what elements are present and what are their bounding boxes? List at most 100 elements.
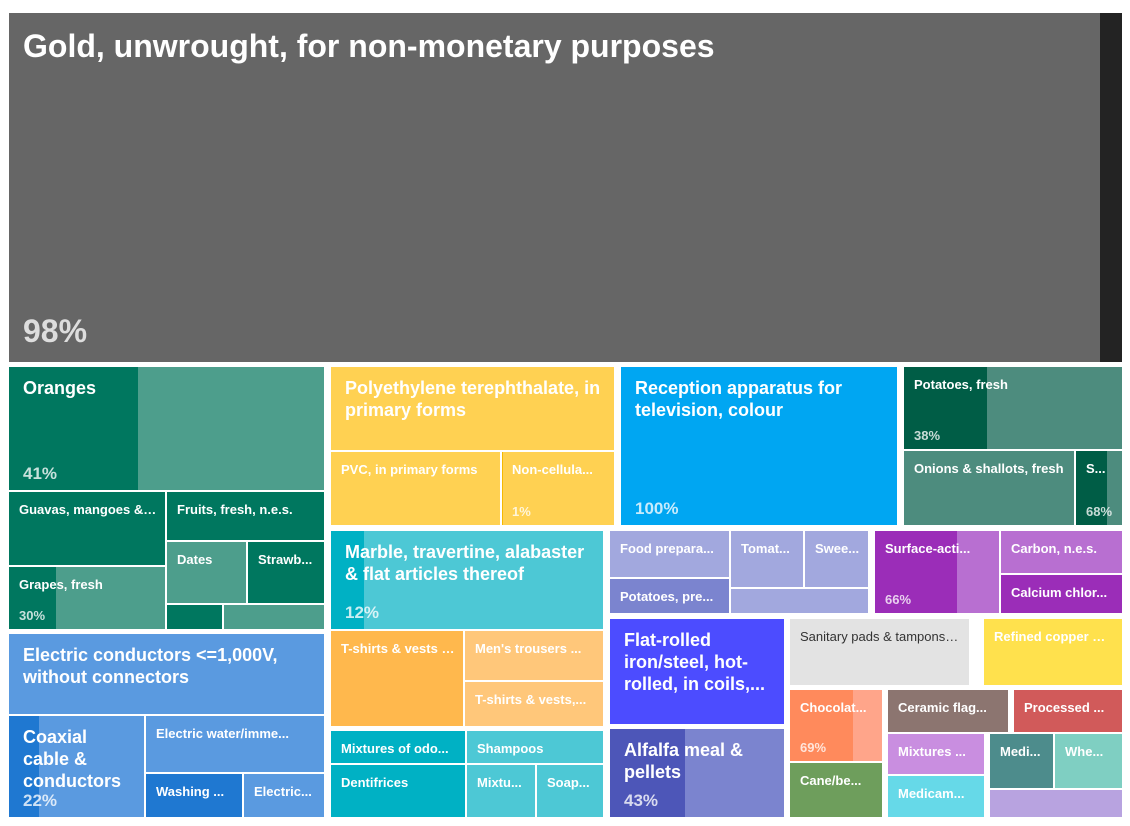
treemap-tile-fruit-small2[interactable]	[223, 604, 325, 630]
tile-share-fill	[610, 729, 685, 817]
treemap-tile-tomat[interactable]: Tomat...	[730, 530, 804, 588]
tile-label: Reception apparatus for television, colo…	[635, 378, 843, 420]
treemap-tile-potatoes-pre[interactable]: Potatoes, pre...	[609, 578, 730, 614]
treemap-tile-carbon[interactable]: Carbon, n.e.s.	[1000, 530, 1123, 574]
tile-label: Refined copper wire, >6mm	[994, 629, 1114, 644]
treemap-tile-cane[interactable]: Cane/be...	[789, 762, 883, 818]
tile-label: Dates	[177, 552, 213, 567]
tile-share-fill	[904, 367, 987, 449]
tile-share-fill	[875, 531, 957, 613]
treemap-tile-noncell[interactable]: Non-cellula... 1%	[501, 451, 615, 526]
tile-share-fill	[9, 567, 56, 629]
treemap-tile-surface[interactable]: Surface-acti... 66%	[874, 530, 1000, 614]
treemap-tile-dentifrices[interactable]: Dentifrices	[330, 764, 466, 818]
tile-percent: 66%	[885, 592, 912, 607]
treemap-tile-oranges[interactable]: Oranges 41%	[8, 366, 325, 491]
tile-label: Electric...	[254, 784, 312, 799]
treemap-tile-calcium[interactable]: Calcium chlor...	[1000, 574, 1123, 614]
tile-label: Mixtu...	[477, 775, 522, 790]
treemap-tile-reception[interactable]: Reception apparatus for television, colo…	[620, 366, 898, 526]
tile-label: Gold, unwrought, for non-monetary purpos…	[23, 28, 715, 64]
treemap-tile-pvc[interactable]: PVC, in primary forms	[330, 451, 501, 526]
treemap-tile-fruit-small[interactable]	[166, 604, 223, 630]
treemap-tile-potatoes[interactable]: Potatoes, fresh 38%	[903, 366, 1123, 450]
treemap-tile-pet[interactable]: Polyethylene terephthalate, in primary f…	[330, 366, 615, 451]
tile-label: Alfalfa meal & pellets	[624, 740, 744, 782]
tile-label: Tomat...	[741, 541, 790, 556]
treemap-tile-s-small[interactable]: S... 68%	[1075, 450, 1123, 526]
treemap-tile-onions[interactable]: Onions & shallots, fresh	[903, 450, 1075, 526]
tile-label: T-shirts & vests,...	[475, 692, 587, 707]
treemap-tile-soap[interactable]: Soap...	[536, 764, 604, 818]
tile-label: Men's trousers ...	[475, 641, 582, 656]
treemap-tile-tshirts2[interactable]: T-shirts & vests,...	[464, 681, 604, 727]
treemap-tile-elec-cond[interactable]: Electric conductors <=1,000V, without co…	[8, 633, 325, 715]
treemap-tile-mens[interactable]: Men's trousers ...	[464, 630, 604, 681]
tile-label: Medicam...	[898, 786, 965, 801]
tile-label: Oranges	[23, 378, 97, 398]
treemap-tile-medicam[interactable]: Medicam...	[887, 775, 985, 818]
treemap-tile-strawb[interactable]: Strawb...	[247, 541, 325, 604]
tile-label: Shampoos	[477, 741, 544, 756]
treemap-tile-swee[interactable]: Swee...	[804, 530, 869, 588]
tile-label: Carbon, n.e.s.	[1011, 541, 1097, 556]
tile-label: Cane/be...	[800, 773, 862, 788]
tile-label: Strawb...	[258, 552, 313, 567]
tile-label: Swee...	[815, 541, 860, 556]
tile-label: Marble, travertine, alabaster & flat art…	[345, 542, 585, 584]
treemap-tile-fruits[interactable]: Fruits, fresh, n.e.s.	[166, 491, 325, 541]
treemap-tile-gold[interactable]: Gold, unwrought, for non-monetary purpos…	[8, 12, 1123, 363]
treemap-tile-electric2[interactable]: Electric...	[243, 773, 325, 818]
treemap-tile-elec-water[interactable]: Electric water/imme...	[145, 715, 325, 773]
treemap-tile-mixtures2[interactable]: Mixtures ...	[887, 733, 985, 775]
tile-label: Electric conductors <=1,000V, without co…	[23, 645, 278, 687]
tile-label: Fruits, fresh, n.e.s.	[177, 502, 293, 517]
tile-label: Surface-acti...	[885, 541, 971, 556]
treemap-tile-whe[interactable]: Whe...	[1054, 733, 1123, 789]
treemap-tile-processed[interactable]: Processed ...	[1013, 689, 1123, 733]
treemap-tile-washing[interactable]: Washing ...	[145, 773, 243, 818]
treemap-tile-flat-rolled[interactable]: Flat-rolled iron/steel, hot-rolled, in c…	[609, 618, 785, 725]
tile-label: Calcium chlor...	[1011, 585, 1108, 600]
treemap-tile-grapes[interactable]: Grapes, fresh 30%	[8, 566, 166, 630]
treemap-tile-mixtures-odo[interactable]: Mixtures of odo...	[330, 730, 466, 764]
tile-label: T-shirts & vests of cotton, knit/c...	[341, 641, 455, 656]
treemap-tile-medi[interactable]: Medi...	[989, 733, 1054, 789]
treemap-tile-coaxial[interactable]: Coaxial cable & conductors 22%	[8, 715, 145, 818]
tile-percent: 68%	[1086, 504, 1113, 519]
tile-share-fill	[502, 452, 504, 525]
treemap-tile-veg-small[interactable]	[730, 588, 869, 614]
treemap-tile-chocolat[interactable]: Chocolat... 69%	[789, 689, 883, 762]
tile-label: Dentifrices	[341, 775, 409, 790]
tile-label: Electric water/imme...	[156, 726, 289, 741]
treemap-tile-shampoos[interactable]: Shampoos	[466, 730, 604, 764]
tile-percent: 98%	[23, 313, 88, 349]
treemap-tile-lavender[interactable]	[989, 789, 1123, 818]
treemap-tile-guavas[interactable]: Guavas, mangoes & mangosteens	[8, 491, 166, 566]
tile-label: Onions & shallots, fresh	[914, 461, 1064, 476]
treemap-tile-dates[interactable]: Dates	[166, 541, 247, 604]
treemap-tile-sanitary[interactable]: Sanitary pads & tampons, napkin lin...	[789, 618, 970, 686]
treemap-tile-food-prep[interactable]: Food prepara...	[609, 530, 730, 578]
tile-share-fill	[9, 367, 139, 490]
treemap-tile-refined-copper[interactable]: Refined copper wire, >6mm	[983, 618, 1123, 686]
treemap-tile-alfalfa[interactable]: Alfalfa meal & pellets 43%	[609, 728, 785, 818]
tile-percent: 1%	[512, 504, 531, 519]
tile-label: Mixtures ...	[898, 744, 966, 759]
tile-label: Whe...	[1065, 744, 1104, 759]
tile-label: Sanitary pads & tampons, napkin lin...	[800, 629, 961, 644]
tile-label: Flat-rolled iron/steel, hot-rolled, in c…	[624, 630, 766, 694]
treemap-tile-marble[interactable]: Marble, travertine, alabaster & flat art…	[330, 530, 604, 630]
tile-share-fill	[9, 13, 1100, 362]
tile-percent: 43%	[624, 791, 659, 810]
tile-label: Potatoes, fresh	[914, 377, 1008, 392]
tile-percent: 69%	[800, 740, 827, 755]
tile-label: Non-cellula...	[512, 462, 593, 477]
tile-label: Potatoes, pre...	[620, 589, 714, 604]
treemap-tile-mixtu[interactable]: Mixtu...	[466, 764, 536, 818]
tile-label: Guavas, mangoes & mangosteens	[19, 502, 157, 517]
treemap-tile-tshirts[interactable]: T-shirts & vests of cotton, knit/c...	[330, 630, 464, 727]
treemap-tile-ceramic[interactable]: Ceramic flag...	[887, 689, 1009, 733]
tile-percent: 22%	[23, 791, 58, 810]
